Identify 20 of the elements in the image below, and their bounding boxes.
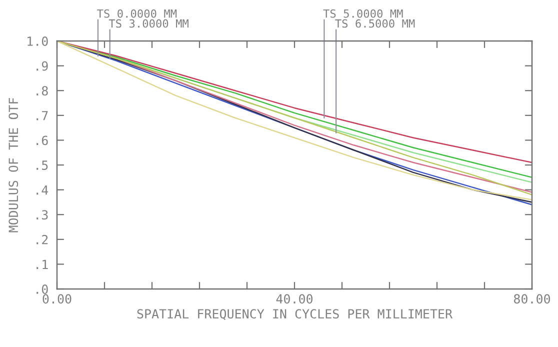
annotation: TS 0.0000 MM bbox=[97, 9, 177, 18]
annotation: TS 5.0000 MM bbox=[323, 9, 403, 18]
y-tick-label: .6 bbox=[36, 136, 48, 146]
annotation: TS 6.5000 MM bbox=[335, 19, 415, 28]
y-tick-label: .2 bbox=[36, 234, 48, 244]
y-tick-label: .9 bbox=[36, 61, 48, 71]
x-axis-title: SPATIAL FREQUENCY IN CYCLES PER MILLIMETER bbox=[137, 309, 453, 320]
x-tick-label: 80.00 bbox=[514, 294, 550, 304]
y-tick-label: .8 bbox=[36, 86, 48, 96]
y-tick-label: .1 bbox=[36, 260, 48, 269]
annotation: TS 3.0000 MM bbox=[108, 19, 188, 28]
y-tick-label: .0 bbox=[36, 284, 48, 294]
y-tick-label: .4 bbox=[36, 185, 48, 195]
y-axis-title: MODULUS OF THE OTF bbox=[8, 98, 18, 232]
y-tick-label: .5 bbox=[36, 160, 48, 170]
y-tick-label: .7 bbox=[36, 111, 48, 120]
x-tick-label: 40.00 bbox=[276, 294, 313, 304]
y-tick-label: .3 bbox=[36, 210, 48, 220]
x-tick-label: 0.00 bbox=[42, 294, 72, 304]
y-tick-label: 1.0 bbox=[28, 36, 48, 46]
